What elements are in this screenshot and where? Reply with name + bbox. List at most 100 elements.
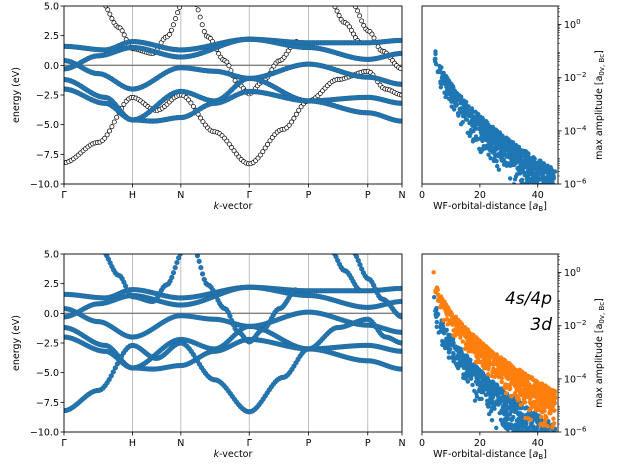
- top-band-dft-upper-point: [334, 8, 340, 14]
- top-band-dft-s-band-point: [109, 124, 115, 130]
- bottom-decay-point-3d: [521, 424, 526, 429]
- top-band-dft-s-band-point: [198, 115, 203, 121]
- top-band-dft-upper-point: [109, 16, 115, 22]
- bottom-decay-point-3d: [468, 373, 474, 379]
- top-band-dft-upper-point: [195, 7, 201, 13]
- bottom-decay-point-3d: [551, 443, 555, 447]
- bottom-decay-point-3d: [520, 441, 524, 445]
- top-decay-point-series: [510, 140, 516, 145]
- top-band-dft-upper-point: [348, 27, 354, 33]
- top-decay-ytick-exponent: −6: [576, 178, 587, 186]
- bottom-decay-point-3d: [546, 439, 550, 443]
- bottom-decay-point-3d: [489, 417, 495, 423]
- bottom-band-tb-upper-point: [398, 314, 402, 320]
- bottom-band-tb-upper-point: [227, 313, 233, 319]
- bottom-band-tb-upper-point: [199, 271, 206, 277]
- top-decay-point-series: [473, 134, 479, 139]
- top-decay-point-series: [551, 174, 556, 179]
- bottom-decay-point-3d: [519, 434, 523, 438]
- top-decay-point-series: [546, 173, 551, 178]
- top-band-dft-upper-point: [361, 23, 367, 28]
- top-band-dft-upper-point: [336, 13, 342, 18]
- top-decay-point-series: [491, 158, 497, 164]
- bottom-decay-point-3d: [440, 338, 445, 344]
- top-band-xtick-label: P: [365, 190, 371, 201]
- bottom-decay-point-3d: [486, 404, 491, 409]
- top-decay-point-series: [482, 137, 487, 142]
- bottom-decay-point-3d: [446, 348, 452, 354]
- top-decay-point-series: [483, 133, 488, 139]
- top-decay-point-series: [536, 184, 540, 188]
- top-decay-point-series: [433, 49, 438, 54]
- top-decay-point-series: [547, 166, 553, 171]
- top-band-dft-s-band-point: [291, 115, 297, 121]
- top-decay-point-series: [504, 154, 510, 159]
- bottom-decay-point-3d: [460, 354, 465, 359]
- bottom-band-ytick-label: −2.5: [36, 339, 59, 350]
- top-band-dft-upper-point: [371, 35, 377, 41]
- bottom-decay-point-3d: [539, 433, 543, 437]
- top-decay-point-series: [524, 172, 529, 177]
- top-decay-point-series: [547, 193, 551, 197]
- top-band-dft-upper-point: [226, 63, 232, 69]
- top-decay-point-series: [546, 169, 551, 175]
- top-band-tb-d-band-point: [398, 81, 402, 87]
- top-band-dft-s-band-point: [107, 128, 112, 134]
- bottom-band-clipped-content: [64, 254, 402, 432]
- bottom-band-xtick-label: P: [365, 438, 371, 449]
- bottom-decay-point-3d: [549, 436, 553, 440]
- bottom-band-tb-d-band-point: [398, 366, 402, 372]
- top-decay-point-series: [521, 184, 525, 188]
- top-decay-point-series: [440, 77, 446, 82]
- top-decay-point-series: [547, 190, 551, 194]
- bottom-decay-point-3d: [491, 381, 496, 386]
- top-decay-point-series: [543, 170, 548, 175]
- bottom-band-ytick-label: −7.5: [36, 398, 59, 409]
- top-band-dft-s-band-point: [190, 103, 196, 109]
- top-decay-point-series: [551, 191, 555, 195]
- bottom-band-tb-d-band-point: [398, 348, 402, 354]
- top-decay-axes-frame: [421, 5, 559, 185]
- bottom-decay-point-3d: [525, 440, 529, 444]
- top-band-clipped-content: [64, 6, 402, 184]
- bottom-band-tb-upper-point: [172, 265, 178, 271]
- top-decay-ytick-exponent: −2: [576, 71, 586, 79]
- top-band-dft-s-band-point: [114, 114, 120, 120]
- top-decay-point-series: [549, 185, 553, 189]
- top-decay-point-series: [504, 163, 510, 168]
- top-decay-point-series: [491, 130, 496, 135]
- top-band-dft-upper-point: [168, 27, 174, 33]
- top-band-xtick-label: N: [398, 190, 405, 201]
- bottom-decay-point-3d: [511, 405, 517, 410]
- top-band-ylabel: energy (eV): [11, 67, 22, 123]
- bottom-decay-point-3d: [494, 401, 499, 407]
- bottom-band-tb-upper-point: [174, 259, 180, 266]
- top-band-dft-upper-point: [177, 6, 183, 10]
- bottom-decay-point-3d: [508, 409, 514, 414]
- top-decay-point-series: [464, 105, 470, 111]
- bottom-decay-point-4s/4p: [527, 399, 533, 405]
- bottom-decay-point-3d: [518, 440, 522, 444]
- top-decay-point-series: [544, 180, 549, 184]
- top-decay-point-series: [551, 192, 555, 196]
- top-decay-point-series: [521, 162, 526, 167]
- top-band-dft-upper-point: [332, 6, 338, 10]
- bottom-decay-point-4s/4p: [527, 408, 532, 413]
- bottom-decay-point-3d: [502, 419, 507, 424]
- bottom-decay-point-4s/4p: [542, 419, 547, 425]
- bottom-decay-point-3d: [511, 428, 516, 432]
- top-band-tb-d-band-point: [398, 100, 402, 106]
- bottom-decay-point-4s/4p: [533, 400, 538, 406]
- bottom-decay-point-4s/4p: [551, 416, 556, 421]
- top-decay-ylabel-part: 0v, Bc: [598, 54, 606, 76]
- top-band-ytick-label: −10.0: [30, 180, 59, 191]
- top-decay-point-series: [467, 120, 473, 125]
- bottom-band-xtick-label: Γ: [247, 438, 253, 449]
- bottom-decay-point-3d: [508, 422, 514, 427]
- bottom-decay-point-4s/4p: [509, 394, 514, 399]
- top-band-dft-upper-point: [175, 10, 181, 16]
- top-band-dft-upper-point: [398, 66, 402, 72]
- top-decay-point-series: [494, 163, 500, 169]
- top-decay-point-series: [507, 163, 513, 168]
- bottom-decay-point-3d: [551, 434, 555, 438]
